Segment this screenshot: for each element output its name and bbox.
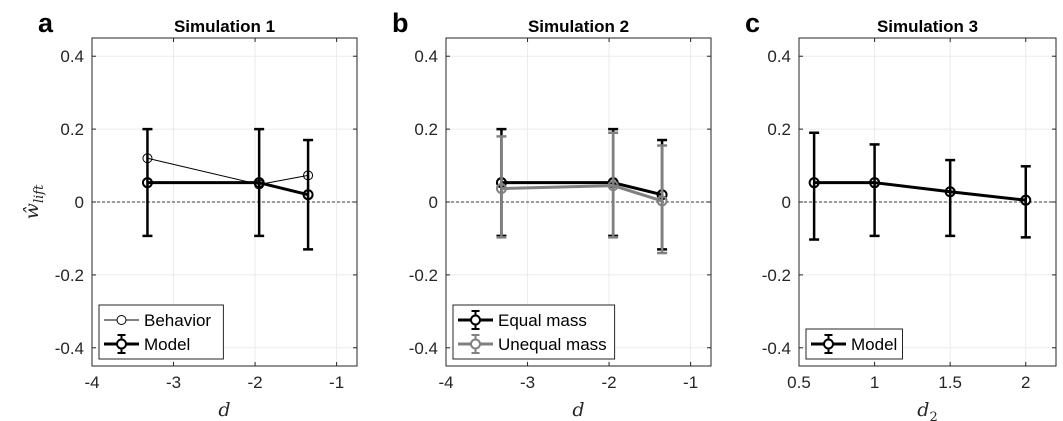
series-line bbox=[814, 181, 1026, 202]
panel-title: Simulation 3 bbox=[877, 17, 978, 36]
series-model bbox=[808, 131, 1032, 241]
y-axis-label: ŵlift bbox=[21, 184, 47, 219]
legend: Equal mass Unequal mass bbox=[452, 304, 616, 360]
x-tick-label: -1 bbox=[329, 373, 344, 392]
data-point bbox=[141, 177, 153, 189]
x-tick-label: 1 bbox=[870, 373, 879, 392]
legend-swatch-marker bbox=[470, 338, 481, 350]
x-tick-label: -4 bbox=[84, 373, 99, 392]
y-axis-label-sub: lift bbox=[32, 184, 47, 203]
legend-label: Behavior bbox=[144, 311, 211, 330]
legend-label: Unequal mass bbox=[498, 335, 607, 354]
x-tick-label: 0.5 bbox=[787, 373, 811, 392]
y-tick-label: -0.2 bbox=[762, 266, 791, 285]
legend-label: Model bbox=[144, 335, 190, 354]
data-point bbox=[607, 180, 619, 192]
legend-swatch-marker bbox=[823, 338, 834, 350]
panel-title: Simulation 1 bbox=[174, 17, 275, 36]
data-point bbox=[253, 177, 265, 189]
legend-label: Model bbox=[851, 335, 897, 354]
legend: Behavior Model bbox=[98, 304, 224, 360]
y-tick-label: -0.4 bbox=[55, 339, 84, 358]
panel-a: -4 -3 -2 -1 -0.4 -0.2 0 0.2 0.4 Simulation 1 a d Beh… bbox=[38, 8, 358, 421]
y-axis-label-main: ŵ bbox=[21, 203, 43, 219]
data-point bbox=[656, 195, 668, 207]
legend-swatch-marker bbox=[470, 314, 481, 326]
legend-box bbox=[452, 304, 616, 360]
x-axis-label: d bbox=[572, 399, 584, 421]
y-tick-label: -0.4 bbox=[762, 339, 791, 358]
y-tick-label: -0.2 bbox=[55, 266, 84, 285]
legend-swatch-marker bbox=[116, 338, 127, 350]
y-tick-label: 0.4 bbox=[414, 47, 438, 66]
data-point bbox=[1020, 194, 1032, 206]
x-tick-label: -4 bbox=[438, 373, 453, 392]
legend-swatch-marker bbox=[116, 315, 127, 325]
y-tick-label: 0 bbox=[782, 193, 791, 212]
series-model bbox=[141, 127, 314, 251]
x-axis-label-sub: 2 bbox=[929, 410, 937, 421]
y-tick-label: 0.2 bbox=[767, 120, 791, 139]
x-axis-label-main: d bbox=[218, 399, 230, 421]
data-point bbox=[944, 186, 956, 198]
y-tick-label: 0 bbox=[75, 193, 84, 212]
x-axis-label: d bbox=[218, 399, 230, 421]
data-point bbox=[808, 177, 820, 189]
y-tick-label: 0.2 bbox=[414, 120, 438, 139]
x-axis-label-main: d bbox=[917, 399, 929, 421]
data-point bbox=[495, 183, 507, 195]
x-tick-label: -2 bbox=[248, 373, 263, 392]
legend-label: Equal mass bbox=[498, 311, 587, 330]
data-point bbox=[869, 177, 881, 189]
legend: Model bbox=[805, 328, 903, 360]
x-axis-label: d2 bbox=[917, 399, 937, 421]
data-point bbox=[302, 189, 314, 201]
x-tick-label: -2 bbox=[602, 373, 617, 392]
x-tick-label: -3 bbox=[166, 373, 181, 392]
panel-letter: b bbox=[392, 8, 409, 38]
y-tick-label: -0.2 bbox=[409, 266, 438, 285]
y-tick-label: 0.4 bbox=[60, 47, 84, 66]
y-tick-label: 0 bbox=[429, 193, 438, 212]
x-tick-label: -1 bbox=[683, 373, 698, 392]
x-axis-label-main: d bbox=[572, 399, 584, 421]
panel-letter: c bbox=[745, 8, 760, 38]
panel-b: -4 -3 -2 -1 -0.4 -0.2 0 0.2 0.4 Simulation 2 b d Equ… bbox=[392, 8, 712, 421]
x-tick-label: 2 bbox=[1021, 373, 1030, 392]
y-tick-label: 0.2 bbox=[60, 120, 84, 139]
x-tick-label: -3 bbox=[520, 373, 535, 392]
x-tick-label: 1.5 bbox=[938, 373, 962, 392]
legend-box bbox=[98, 304, 224, 360]
series-unequal-mass bbox=[495, 131, 668, 255]
panel-title: Simulation 2 bbox=[528, 17, 629, 36]
y-tick-label: -0.4 bbox=[409, 339, 438, 358]
panel-letter: a bbox=[38, 8, 54, 38]
y-tick-label: 0.4 bbox=[767, 47, 791, 66]
